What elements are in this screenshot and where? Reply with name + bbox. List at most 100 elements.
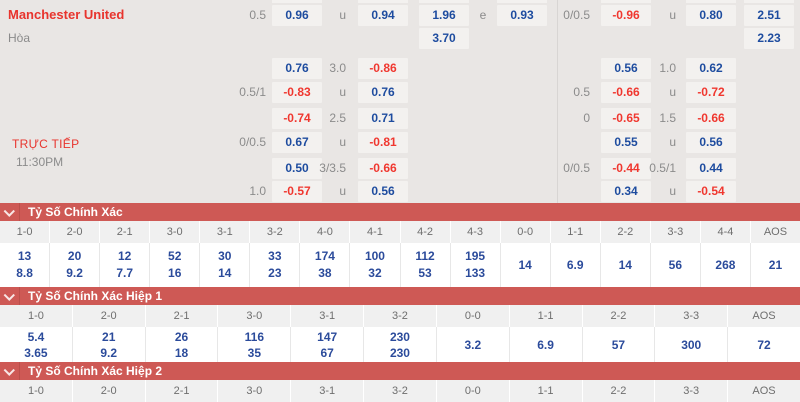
score-odds-cell[interactable]: 72	[757, 337, 771, 352]
score-column-header: 3-0	[150, 221, 201, 243]
chevron-down-icon[interactable]	[0, 287, 20, 305]
odds-value-cell[interactable]: 0.56	[358, 181, 408, 202]
handicap-label: 0.5	[249, 8, 266, 22]
score-column-header: 2-0	[73, 305, 146, 327]
score-odds-cell[interactable]: 57	[583, 327, 656, 362]
partial-odds-cell	[419, 0, 469, 3]
handicap-label: e	[479, 8, 487, 22]
odds-value-cell[interactable]: -0.66	[358, 158, 408, 179]
draw-label: Hòa	[8, 31, 31, 45]
score-odds-cell[interactable]: 14	[601, 243, 651, 287]
score-section-header[interactable]: Tỷ Số Chính Xác Hiệp 2	[0, 362, 800, 380]
score-odds-cell[interactable]: 20 9.2	[50, 243, 101, 287]
handicap-label: 0.5/1	[239, 85, 266, 99]
odds-value-cell[interactable]: 0.96	[272, 5, 322, 26]
odds-value-cell[interactable]: 1.96	[419, 5, 469, 26]
score-column-header: 1-0	[0, 380, 73, 402]
score-odds-cell[interactable]: 6.9	[510, 327, 583, 362]
odds-value-cell[interactable]: -0.65	[601, 108, 651, 129]
odds-value-cell[interactable]: 0.76	[272, 58, 322, 79]
odds-value-cell[interactable]: 0.44	[686, 158, 736, 179]
score-column-header: 3-3	[651, 221, 701, 243]
odds-value-cell[interactable]: 0.76	[358, 82, 408, 103]
home-team-name: Manchester United	[8, 7, 125, 22]
score-odds-cell[interactable]: 30 14	[200, 243, 251, 287]
odds-value-cell[interactable]: -0.66	[686, 108, 736, 129]
score-column-header: 3-3	[655, 380, 729, 402]
odds-value-cell[interactable]: 0.62	[686, 58, 736, 79]
odds-value-cell[interactable]: -0.81	[358, 132, 408, 153]
score-odds-cell[interactable]: 3.2	[437, 327, 510, 362]
handicap-label: 3.0	[329, 61, 346, 75]
score-odds-cell[interactable]: 21 9.2	[73, 327, 146, 362]
score-values-row: 13 8.8 20 9.2 12 7.7 52 16 30 14 33 23 174 38 100 32 112…	[0, 243, 800, 287]
odds-value-cell[interactable]: -0.66	[601, 82, 651, 103]
score-odds-cell[interactable]: 33 23	[250, 243, 301, 287]
odds-value-cell[interactable]: -0.54	[686, 181, 736, 202]
score-odds-cell[interactable]: 26 18	[146, 327, 219, 362]
score-column-header: 2-0	[73, 380, 146, 402]
score-column-header: 1-0	[0, 305, 73, 327]
score-odds-cell[interactable]: 300	[655, 327, 729, 362]
chevron-down-icon[interactable]	[0, 362, 20, 380]
score-column-header: 1-1	[510, 380, 583, 402]
odds-value-cell[interactable]: 0.71	[358, 108, 408, 129]
odds-value-cell[interactable]: 0.50	[272, 158, 322, 179]
score-section-title: Tỷ Số Chính Xác	[28, 205, 123, 219]
odds-value-cell[interactable]: -0.72	[686, 82, 736, 103]
chevron-glyph	[3, 289, 15, 301]
odds-value-cell[interactable]: 0.34	[601, 181, 651, 202]
odds-value-cell[interactable]: 0.56	[686, 132, 736, 153]
odds-value-cell[interactable]: 2.23	[744, 28, 794, 49]
vertical-divider	[557, 0, 558, 203]
score-odds-cell[interactable]: 12 7.7	[100, 243, 151, 287]
odds-value-cell[interactable]: 2.51	[744, 5, 794, 26]
score-odds-cell[interactable]: 5.4 3.65	[0, 327, 73, 362]
score-odds-cell[interactable]: 56	[651, 243, 701, 287]
odds-value-cell[interactable]: 0.80	[686, 5, 736, 26]
score-header-row: 1-0 2-0 2-1 3-0 3-1 3-2 0-0 1-1 2-2 3-3 AOS	[0, 305, 800, 327]
score-odds-cell[interactable]: 52 16	[150, 243, 201, 287]
odds-value-cell[interactable]: 0.55	[601, 132, 651, 153]
odds-value-cell[interactable]: -0.83	[272, 82, 322, 103]
score-column-header: 0-0	[437, 305, 510, 327]
score-odds-cell[interactable]: 147 67	[291, 327, 365, 362]
score-column-header: AOS	[752, 385, 776, 397]
score-section-header[interactable]: Tỷ Số Chính Xác Hiệp 1	[0, 287, 800, 305]
partial-odds-cell	[744, 0, 794, 3]
score-column-header: 3-2	[250, 221, 301, 243]
odds-value-cell[interactable]: 0.93	[497, 5, 547, 26]
odds-value-cell[interactable]: 0.94	[358, 5, 408, 26]
score-odds-cell[interactable]: 230 230	[364, 327, 437, 362]
handicap-label: u	[339, 135, 346, 149]
odds-value-cell[interactable]: -0.57	[272, 181, 322, 202]
chevron-down-icon[interactable]	[0, 203, 20, 221]
score-column-header: 3-0	[218, 305, 292, 327]
handicap-label: 2.5	[329, 111, 346, 125]
score-odds-cell[interactable]: 14	[501, 243, 551, 287]
odds-value-cell[interactable]: 0.56	[601, 58, 651, 79]
odds-value-cell[interactable]: -0.74	[272, 108, 322, 129]
score-odds-cell[interactable]: 116 35	[218, 327, 292, 362]
score-odds-cell[interactable]: 268	[701, 243, 751, 287]
score-odds-cell[interactable]: 6.9	[551, 243, 601, 287]
partial-odds-cell	[358, 0, 408, 3]
odds-value-cell[interactable]: 0.67	[272, 132, 322, 153]
score-odds-cell[interactable]: 100 32	[350, 243, 401, 287]
odds-value-cell[interactable]: 3.70	[419, 28, 469, 49]
odds-value-cell[interactable]: -0.86	[358, 58, 408, 79]
partial-odds-cell	[272, 0, 322, 3]
score-odds-cell[interactable]: 13 8.8	[0, 243, 51, 287]
score-odds-cell[interactable]: 21	[768, 257, 783, 272]
score-column-header: 3-1	[291, 305, 365, 327]
score-column-header: 2-1	[100, 221, 151, 243]
handicap-label: 1.0	[249, 184, 266, 198]
score-odds-cell[interactable]: 195 133	[451, 243, 501, 287]
odds-value-cell[interactable]: -0.44	[601, 158, 651, 179]
score-section-header[interactable]: Tỷ Số Chính Xác	[0, 203, 800, 221]
odds-value-cell[interactable]: -0.96	[601, 5, 651, 26]
score-odds-cell[interactable]: 112 53	[401, 243, 451, 287]
score-odds-cell[interactable]: 174 38	[300, 243, 351, 287]
chevron-glyph	[3, 205, 15, 217]
score-header-row: 1-0 2-0 2-1 3-0 3-1 3-2 4-0 4-1 4-2 4-3 0-0 1-1 2-2 3…	[0, 221, 800, 243]
